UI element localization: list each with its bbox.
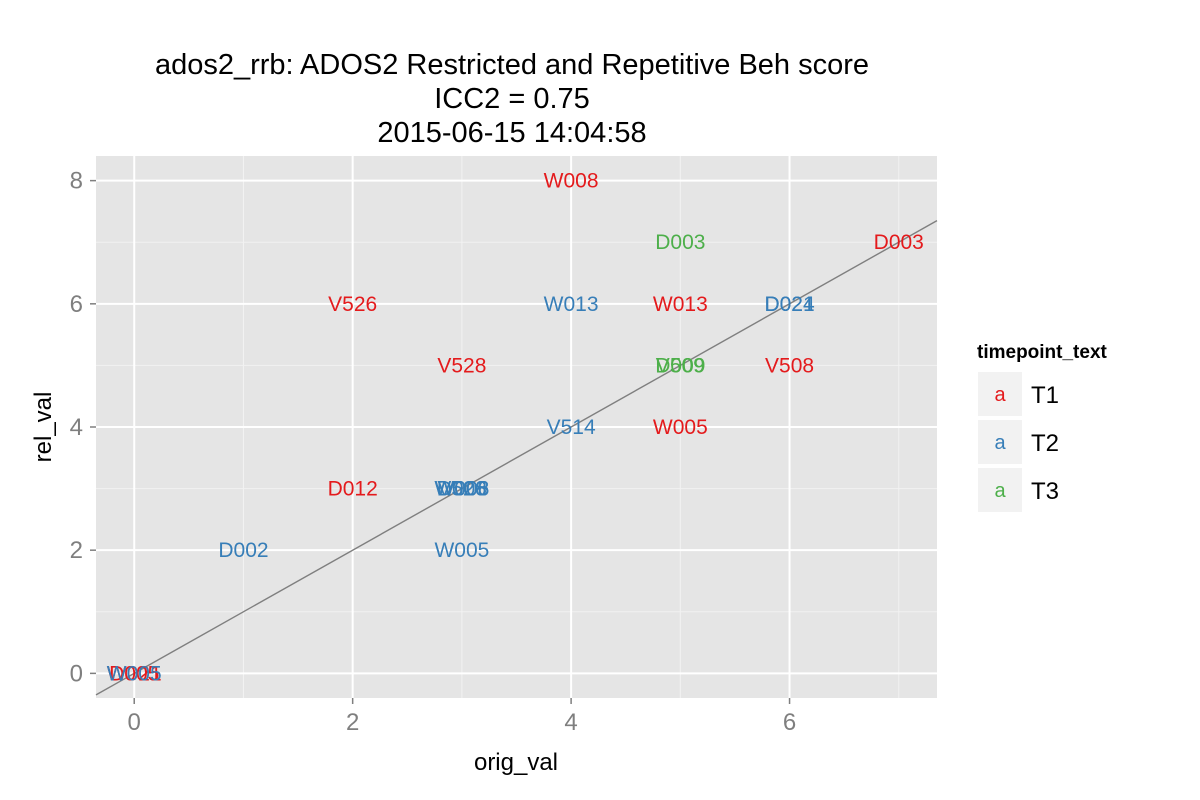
legend-key-glyph: a xyxy=(994,384,1006,406)
point-label-t1: V508 xyxy=(765,354,814,377)
y-tick-label: 0 xyxy=(70,660,83,687)
legend-key xyxy=(976,418,1024,466)
legend-key-glyph: a xyxy=(994,480,1006,502)
x-tick-label: 2 xyxy=(346,709,359,736)
point-label-t3: D009 xyxy=(655,354,705,377)
legend: timepoint_text a T1 a T2 a T3 xyxy=(976,342,1108,514)
legend-label: T3 xyxy=(1031,478,1059,505)
reference-line-layer xyxy=(95,220,938,696)
point-label-t2: V526 xyxy=(437,478,486,501)
point-label-t2: W006 xyxy=(434,478,489,501)
point-label-t1: V528 xyxy=(437,354,486,377)
chart-title: ados2_rrb: ADOS2 Restricted and Repetiti… xyxy=(155,49,869,149)
x-axis: 0 2 4 6 xyxy=(128,698,796,736)
point-label-t2: W005 xyxy=(107,662,162,685)
point-label-t2: D021 xyxy=(764,293,814,316)
y-tick-label: 2 xyxy=(70,537,83,564)
point-label-t2: W003 xyxy=(434,478,489,501)
reference-line xyxy=(95,220,938,696)
x-tick-label: 0 xyxy=(128,709,141,736)
y-axis: 0 2 4 6 8 xyxy=(70,168,96,687)
legend-key xyxy=(976,370,1024,418)
point-label-t1: D005 xyxy=(109,662,159,685)
point-label-t1: D012 xyxy=(328,478,378,501)
legend-label: T1 xyxy=(1031,382,1059,409)
point-label-t2: D024 xyxy=(764,293,815,316)
point-label-t2: V514 xyxy=(547,416,596,439)
chart-title-line-1: ados2_rrb: ADOS2 Restricted and Repetiti… xyxy=(155,49,869,81)
point-label-t2: D008 xyxy=(437,478,487,501)
x-tick-label: 4 xyxy=(564,709,577,736)
x-axis-label: orig_val xyxy=(474,749,558,776)
point-label-t1: V526 xyxy=(328,293,377,316)
legend-label: T2 xyxy=(1031,430,1059,457)
point-label-t2: W013 xyxy=(544,293,599,316)
point-label-t3: D003 xyxy=(655,231,705,254)
legend-key-glyph: a xyxy=(994,432,1006,454)
point-labels: W008 D003 V526 W013 V528 V508 W005 D012 W021D005… xyxy=(107,170,924,686)
y-tick-label: 8 xyxy=(70,168,83,195)
y-tick-label: 6 xyxy=(70,291,83,318)
point-label-t1: D003 xyxy=(874,231,924,254)
point-label-t2: W005 xyxy=(434,539,489,562)
legend-title: timepoint_text xyxy=(977,342,1108,363)
point-label-t2: D002 xyxy=(218,539,268,562)
point-label-t1: W021 xyxy=(107,662,162,685)
y-tick-label: 4 xyxy=(70,414,83,441)
point-label-t1: W013 xyxy=(653,293,708,316)
point-label-t1: W005 xyxy=(653,416,708,439)
point-label-t3: V509 xyxy=(656,354,705,377)
point-label-t1: W008 xyxy=(544,170,599,193)
chart-title-line-2: ICC2 = 0.75 xyxy=(434,83,590,115)
chart-title-line-3: 2015-06-15 14:04:58 xyxy=(377,117,646,149)
x-tick-label: 6 xyxy=(783,709,796,736)
legend-key xyxy=(976,466,1024,514)
y-axis-label: rel_val xyxy=(30,392,57,463)
